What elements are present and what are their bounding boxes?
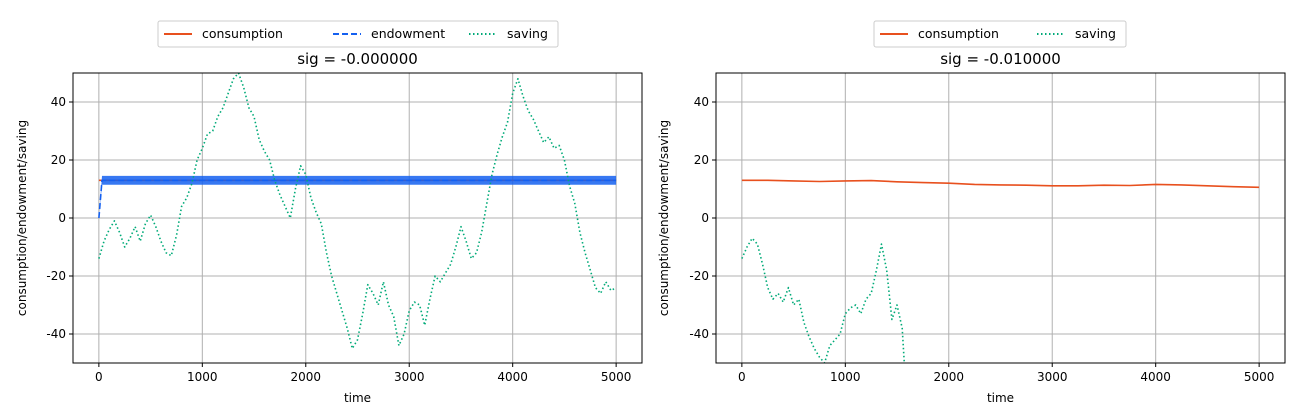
x-tick-label: 3000	[1037, 370, 1068, 384]
y-tick-label: 20	[694, 153, 709, 167]
right-ticks: 0 1000 2000 3000 4000 5000 -40 -20 0 20 40	[689, 95, 1274, 384]
y-tick-label: 0	[58, 211, 66, 225]
x-tick-label: 1000	[830, 370, 861, 384]
right-grid	[716, 73, 1285, 363]
y-tick-label: 20	[51, 153, 66, 167]
x-tick-label: 1000	[187, 370, 218, 384]
series-saving-line	[741, 237, 906, 363]
legend-label-saving: saving	[507, 26, 548, 41]
y-tick-label: -20	[689, 269, 709, 283]
left-ticks: 0 1000 2000 3000 4000 5000 -40 -20 0 20 40	[46, 95, 631, 384]
left-series	[98, 73, 617, 350]
right-series	[741, 179, 1260, 363]
y-tick-label: 0	[701, 211, 709, 225]
right-chart-title: sig = -0.010000	[940, 50, 1061, 68]
x-tick-label: 2000	[290, 370, 321, 384]
y-tick-label: 40	[51, 95, 66, 109]
y-tick-label: -20	[46, 269, 66, 283]
series-endowment-band	[98, 175, 617, 218]
x-tick-label: 3000	[394, 370, 425, 384]
right-x-axis-label: time	[987, 391, 1014, 405]
x-tick-label: 0	[738, 370, 746, 384]
right-legend-box	[873, 20, 1127, 48]
right-y-axis-label: consumption/endowment/saving	[657, 120, 671, 316]
y-tick-label: 40	[694, 95, 709, 109]
left-grid	[73, 73, 642, 363]
legend-label-consumption: consumption	[918, 26, 999, 41]
legend-label-saving: saving	[1075, 26, 1116, 41]
x-tick-label: 4000	[1140, 370, 1171, 384]
left-legend: consumption endowment saving	[157, 20, 559, 48]
legend-label-consumption: consumption	[202, 26, 283, 41]
left-chart: consumption endowment saving sig = -0.00…	[15, 20, 643, 405]
series-consumption-line	[741, 179, 1260, 189]
left-x-axis-label: time	[344, 391, 371, 405]
x-tick-label: 2000	[933, 370, 964, 384]
y-tick-label: -40	[46, 327, 66, 341]
right-chart: consumption saving sig = -0.010000 0 1000…	[657, 20, 1286, 405]
left-legend-box	[157, 20, 559, 48]
right-legend: consumption saving	[873, 20, 1127, 48]
x-tick-label: 5000	[601, 370, 632, 384]
x-tick-label: 5000	[1244, 370, 1275, 384]
series-endowment-line	[98, 179, 617, 219]
left-y-axis-label: consumption/endowment/saving	[15, 120, 29, 316]
y-tick-label: -40	[689, 327, 709, 341]
series-saving-line	[98, 73, 617, 350]
x-tick-label: 0	[95, 370, 103, 384]
left-chart-title: sig = -0.000000	[297, 50, 418, 68]
legend-label-endowment: endowment	[371, 26, 445, 41]
x-tick-label: 4000	[497, 370, 528, 384]
